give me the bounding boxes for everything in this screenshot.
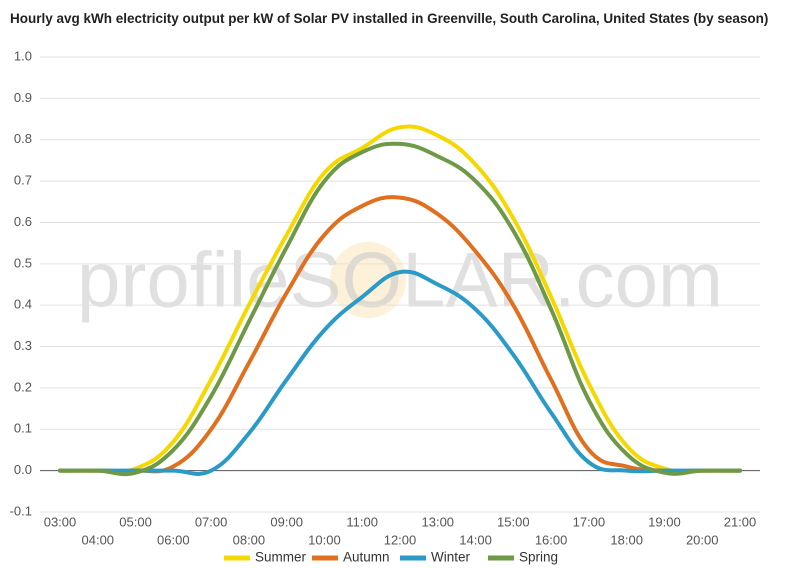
legend-label[interactable]: Summer [255, 550, 307, 565]
x-tick-label: 12:00 [384, 532, 417, 547]
y-tick-label: 0.6 [14, 214, 32, 229]
x-tick-label: 10:00 [308, 532, 341, 547]
series-line [58, 269, 742, 476]
y-tick-label: 0.3 [14, 338, 32, 353]
x-tick-label: 09:00 [270, 514, 303, 529]
y-tick-label: 0.5 [14, 255, 32, 270]
y-tick-label: -0.1 [10, 503, 32, 518]
x-tick-label: 05:00 [119, 514, 152, 529]
x-tick-label: 18:00 [610, 532, 643, 547]
y-tick-label: 0.8 [14, 131, 32, 146]
watermark: profileSOLAR.com [77, 236, 723, 324]
x-tick-label: 17:00 [573, 514, 606, 529]
x-tick-label: 14:00 [459, 532, 492, 547]
x-tick-label: 21:00 [724, 514, 757, 529]
x-tick-label: 20:00 [686, 532, 719, 547]
legend-label[interactable]: Spring [519, 550, 558, 565]
x-tick-label: 08:00 [233, 532, 266, 547]
y-tick-label: 0.0 [14, 462, 32, 477]
x-tick-label: 15:00 [497, 514, 530, 529]
x-tick-label: 07:00 [195, 514, 228, 529]
x-tick-label: 06:00 [157, 532, 190, 547]
chart-title: Hourly avg kWh electricity output per kW… [10, 11, 769, 26]
y-tick-label: 0.1 [14, 421, 32, 436]
legend-label[interactable]: Winter [431, 550, 471, 565]
x-tick-label: 04:00 [82, 532, 115, 547]
watermark-sun [330, 242, 406, 318]
y-tick-label: 0.4 [14, 297, 32, 312]
x-tick-label: 11:00 [346, 514, 378, 529]
y-tick-label: 0.9 [14, 90, 32, 105]
series-line [58, 141, 742, 477]
y-tick-label: 1.0 [14, 48, 32, 63]
x-tick-label: 03:00 [44, 514, 77, 529]
x-tick-label: 16:00 [535, 532, 568, 547]
series-line [58, 195, 742, 474]
x-tick-label: 19:00 [648, 514, 681, 529]
y-tick-label: 0.2 [14, 379, 32, 394]
legend-label[interactable]: Autumn [343, 550, 390, 565]
y-tick-label: 0.7 [14, 173, 32, 188]
series-line [58, 124, 742, 474]
x-tick-label: 13:00 [422, 514, 455, 529]
